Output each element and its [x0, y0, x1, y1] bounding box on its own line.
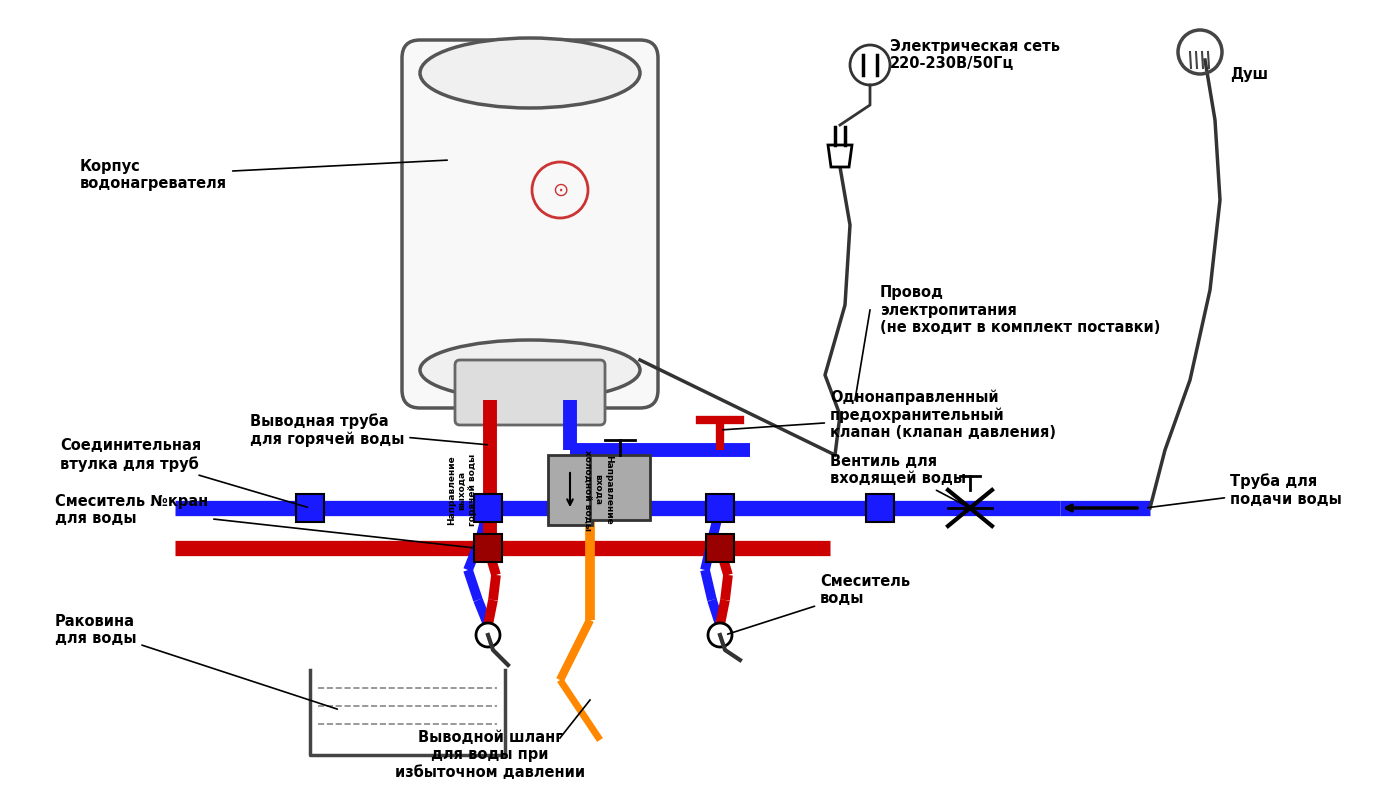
- Text: Душ: Душ: [1230, 67, 1268, 82]
- Text: Направление
выхода
горячей воды: Направление выхода горячей воды: [447, 454, 477, 526]
- Text: Выводная труба
для горячей воды: Выводная труба для горячей воды: [251, 413, 487, 447]
- Bar: [473, 494, 502, 522]
- Bar: [706, 494, 734, 522]
- Text: Выводной шланг
для воды при
избыточном давлении: Выводной шланг для воды при избыточном д…: [394, 730, 585, 780]
- Text: Провод
электропитания
(не входит в комплект поставки): Провод электропитания (не входит в компл…: [880, 285, 1160, 335]
- Text: Соединительная
втулка для труб: Соединительная втулка для труб: [60, 438, 307, 507]
- Text: Направление
входа
холодной воды: Направление входа холодной воды: [583, 450, 613, 530]
- Ellipse shape: [419, 38, 639, 108]
- Text: Вентиль для
входящей воды: Вентиль для входящей воды: [830, 454, 967, 506]
- Circle shape: [476, 623, 500, 647]
- Text: Труба для
подачи воды: Труба для подачи воды: [1147, 474, 1341, 508]
- Bar: [473, 534, 502, 562]
- Bar: [590, 455, 650, 520]
- Text: ⊙: ⊙: [552, 181, 569, 199]
- Text: Смеситель №кран
для воды: Смеситель №кран для воды: [55, 494, 472, 548]
- Bar: [548, 455, 592, 525]
- Circle shape: [709, 623, 732, 647]
- FancyBboxPatch shape: [455, 360, 605, 425]
- Text: Смеситель
воды: Смеситель воды: [728, 574, 911, 634]
- Ellipse shape: [419, 340, 639, 400]
- Text: Однонаправленный
предохранительный
клапан (клапан давления): Однонаправленный предохранительный клапа…: [722, 390, 1056, 441]
- FancyBboxPatch shape: [401, 40, 657, 408]
- Text: Электрическая сеть
220-230В/50Гц: Электрическая сеть 220-230В/50Гц: [890, 38, 1060, 71]
- Bar: [866, 494, 894, 522]
- Bar: [296, 494, 324, 522]
- Text: Корпус
водонагревателя: Корпус водонагревателя: [80, 158, 447, 191]
- Bar: [706, 534, 734, 562]
- Text: Раковина
для воды: Раковина для воды: [55, 614, 338, 709]
- Polygon shape: [828, 145, 853, 167]
